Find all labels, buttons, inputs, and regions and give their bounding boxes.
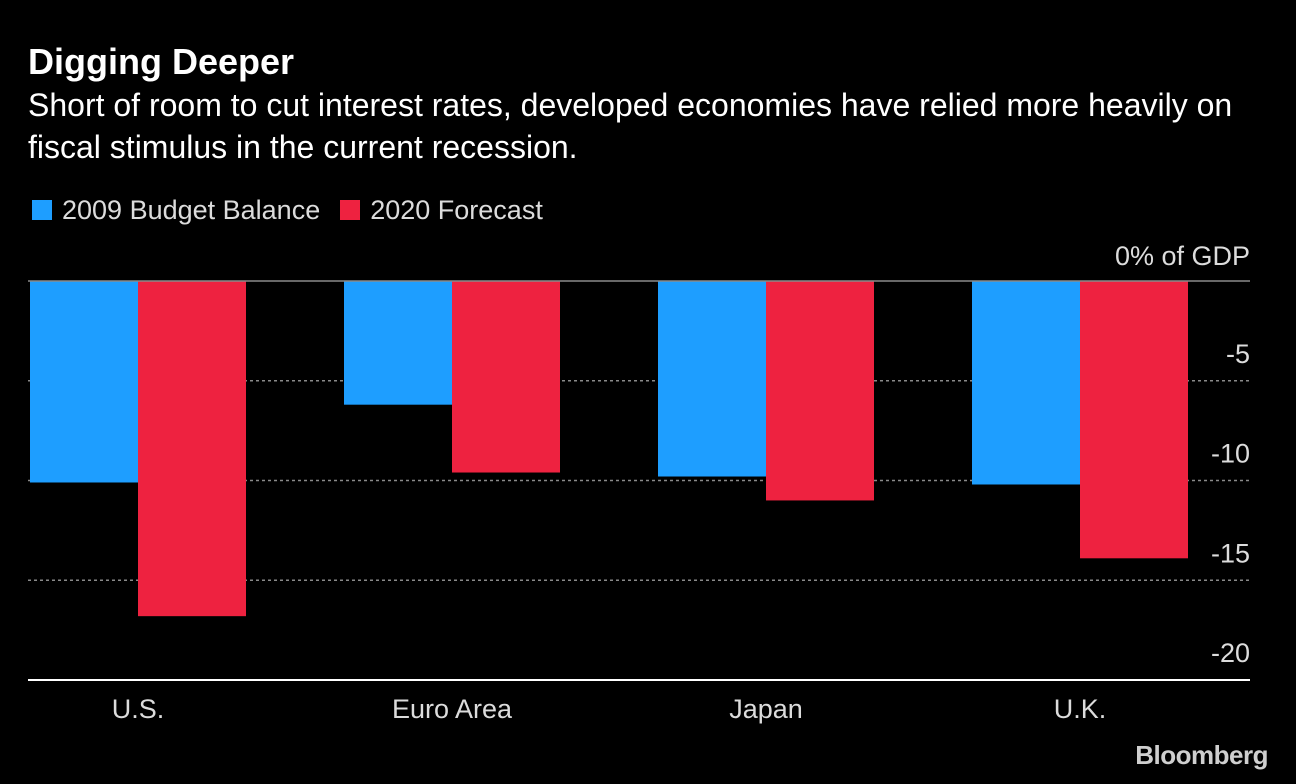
legend-label-2009: 2009 Budget Balance	[62, 194, 321, 225]
bar-2009	[30, 281, 138, 483]
x-tick-label: Euro Area	[392, 694, 513, 724]
bar-2020	[766, 281, 874, 501]
bloomberg-logo: Bloomberg	[1135, 740, 1268, 770]
y-tick-label: -10	[1211, 439, 1250, 469]
y-tick-label: -15	[1211, 538, 1250, 568]
y-tick-label: -5	[1226, 339, 1250, 369]
bar-2009	[972, 281, 1080, 485]
legend-swatch-2009	[32, 200, 52, 220]
bar-2020	[1080, 281, 1188, 559]
chart-subtitle: Short of room to cut interest rates, dev…	[28, 87, 1233, 165]
bar-2009	[344, 281, 452, 405]
bar-2020	[138, 281, 246, 617]
legend: 2009 Budget Balance 2020 Forecast	[28, 190, 559, 230]
legend-item-2020: 2020 Forecast	[336, 195, 543, 226]
bar-2020	[452, 281, 560, 473]
chart-title: Digging Deeper	[28, 41, 295, 82]
x-tick-label: Japan	[729, 694, 803, 724]
x-tick-label: U.S.	[112, 694, 165, 724]
bar-2009	[658, 281, 766, 477]
y-axis-unit-label: 0% of GDP	[1115, 241, 1250, 271]
y-tick-label: -20	[1211, 638, 1250, 668]
legend-item-2009: 2009 Budget Balance	[28, 195, 320, 226]
legend-swatch-2020	[340, 200, 361, 220]
legend-label-2020: 2020 Forecast	[370, 194, 543, 225]
x-tick-label: U.K.	[1054, 694, 1107, 724]
